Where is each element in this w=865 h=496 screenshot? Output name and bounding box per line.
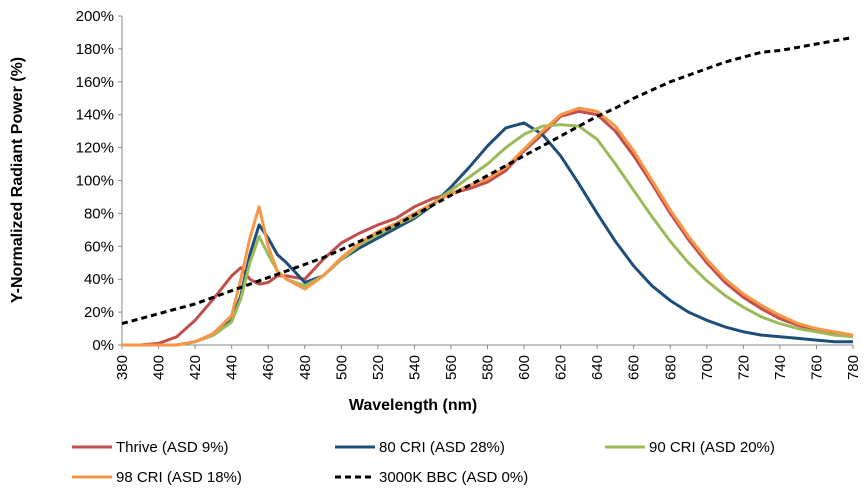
x-tick-label: 500 bbox=[333, 355, 350, 380]
x-tick-label: 740 bbox=[772, 355, 789, 380]
legend-label: 3000K BBC (ASD 0%) bbox=[379, 469, 528, 486]
x-tick-label: 440 bbox=[224, 355, 241, 380]
legend-label: 90 CRI (ASD 20%) bbox=[649, 439, 775, 456]
x-tick-label: 780 bbox=[845, 355, 862, 380]
y-tick-label: 100% bbox=[76, 173, 114, 190]
x-tick-label: 380 bbox=[114, 355, 131, 380]
legend-label: Thrive (ASD 9%) bbox=[116, 439, 229, 456]
x-tick-label: 760 bbox=[808, 355, 825, 380]
x-tick-label: 540 bbox=[406, 355, 423, 380]
x-axis-title: Wavelength (nm) bbox=[349, 397, 477, 414]
series-line bbox=[122, 123, 854, 347]
y-tick-label: 120% bbox=[76, 140, 114, 157]
x-tick-label: 580 bbox=[480, 355, 497, 380]
x-tick-label: 640 bbox=[589, 355, 606, 380]
y-tick-label: 80% bbox=[84, 205, 114, 222]
x-tick-label: 400 bbox=[151, 355, 168, 380]
y-tick-label: 0% bbox=[92, 337, 114, 354]
legend-label: 80 CRI (ASD 28%) bbox=[379, 439, 505, 456]
y-axis-title: Y-Normalized Radiant Power (%) bbox=[9, 57, 26, 303]
legend-label: 98 CRI (ASD 18%) bbox=[116, 469, 242, 486]
x-tick-label: 700 bbox=[699, 355, 716, 380]
series-line bbox=[121, 35, 854, 326]
y-tick-label: 140% bbox=[76, 107, 114, 124]
x-tick-label: 720 bbox=[735, 355, 752, 380]
y-tick-label: 160% bbox=[76, 74, 114, 91]
x-tick-label: 480 bbox=[297, 355, 314, 380]
x-tick-label: 520 bbox=[370, 355, 387, 380]
x-tick-label: 600 bbox=[516, 355, 533, 380]
y-tick-label: 60% bbox=[84, 238, 114, 255]
y-tick-label: 180% bbox=[76, 41, 114, 58]
y-tick-label: 20% bbox=[84, 304, 114, 321]
x-tick-label: 680 bbox=[662, 355, 679, 380]
x-tick-label: 620 bbox=[553, 355, 570, 380]
y-tick-label: 40% bbox=[84, 271, 114, 288]
x-tick-label: 660 bbox=[626, 355, 643, 380]
y-tick-label: 200% bbox=[76, 8, 114, 25]
x-tick-label: 460 bbox=[260, 355, 277, 380]
x-tick-label: 560 bbox=[443, 355, 460, 380]
x-tick-label: 420 bbox=[187, 355, 204, 380]
series-line bbox=[122, 106, 854, 347]
